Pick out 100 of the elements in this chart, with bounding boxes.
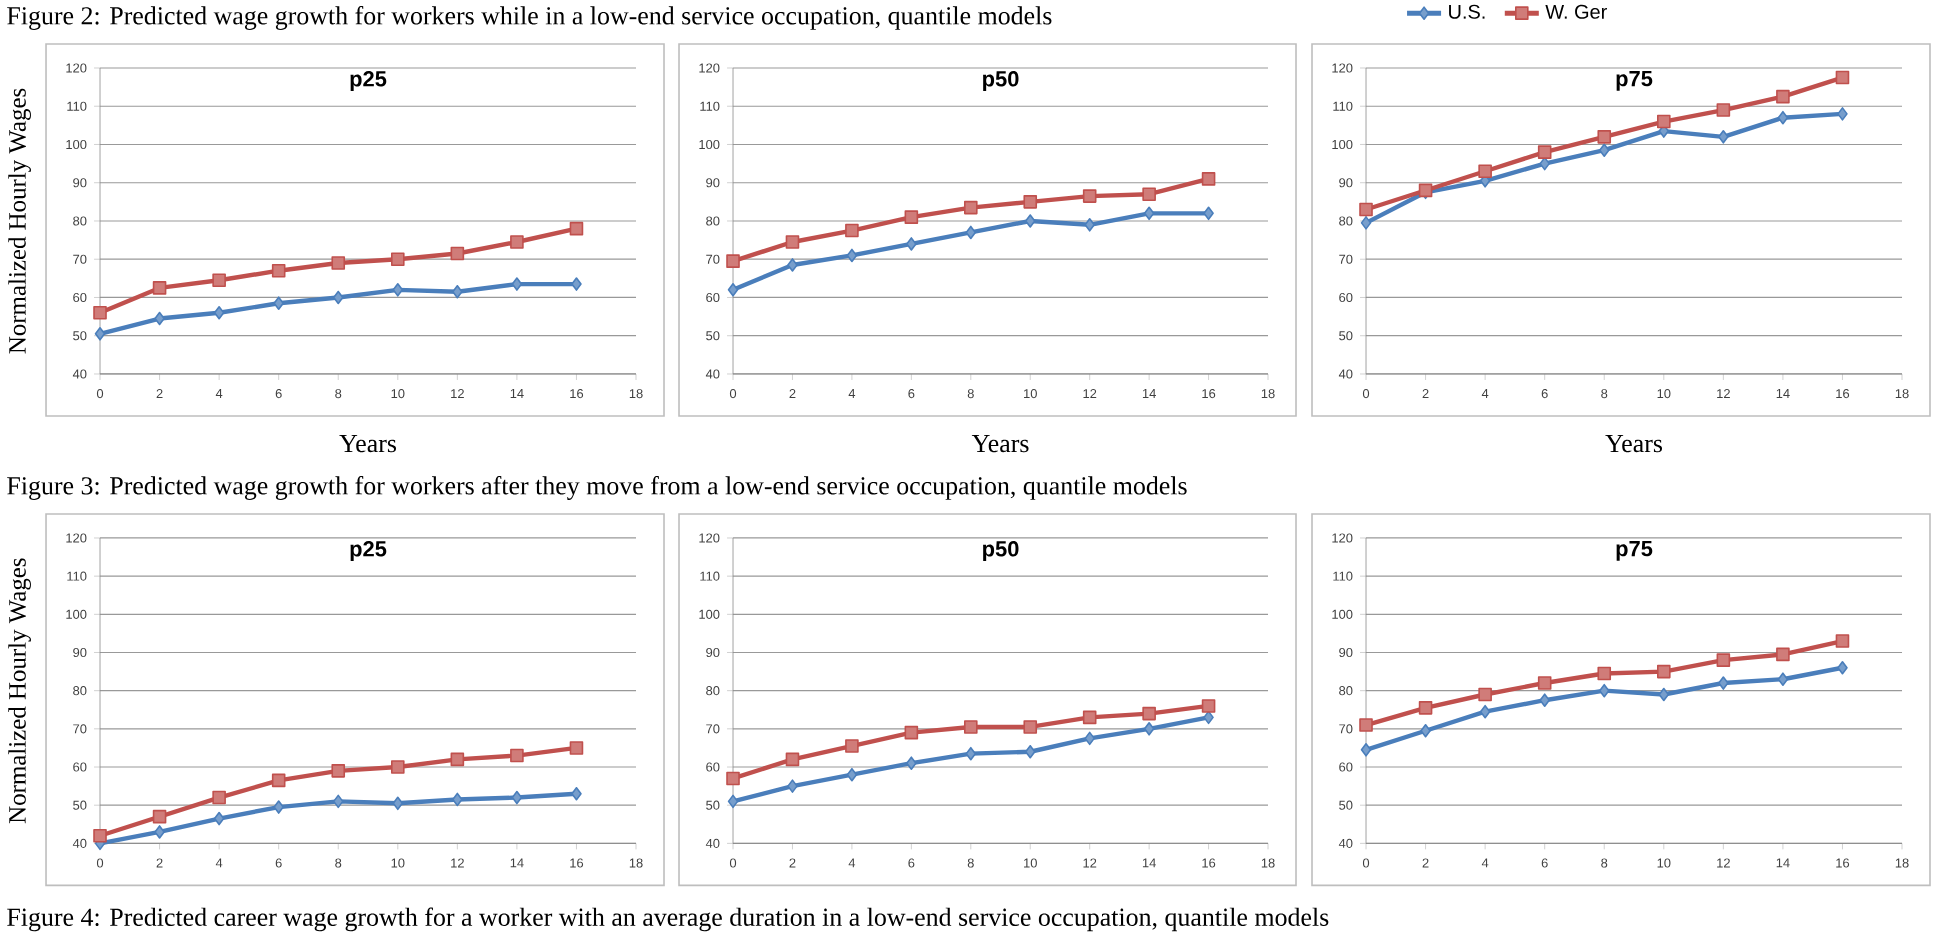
point: [846, 248, 858, 263]
y-axis-title: Normalized Hourly Wages: [8, 88, 31, 354]
point: [452, 284, 463, 299]
point: [1597, 130, 1612, 144]
point: [1718, 676, 1729, 690]
point: [569, 741, 584, 755]
point: [785, 235, 800, 249]
legend-label: U.S.: [1449, 4, 1485, 19]
point: [1837, 660, 1848, 675]
caption: Figure 3: Predicted wage growth for workers after they move from a low-end service occupation, quantile models: [7, 476, 1187, 500]
point: [1837, 107, 1848, 121]
x-axis-title: Years: [339, 435, 397, 453]
point: [1537, 145, 1552, 159]
point: [1024, 214, 1036, 228]
point: [1835, 70, 1850, 85]
point: [1657, 114, 1671, 129]
chart-title: p75: [1616, 541, 1653, 561]
point: [1143, 722, 1155, 736]
point: [1201, 699, 1216, 713]
point: [726, 771, 740, 786]
point: [726, 254, 740, 268]
point: [1776, 89, 1790, 104]
point: [392, 796, 404, 811]
point: [1143, 206, 1155, 221]
point: [1142, 706, 1156, 721]
point: [1598, 683, 1610, 698]
point: [154, 825, 165, 839]
point: [1598, 143, 1610, 158]
point: [213, 811, 225, 826]
point: [845, 223, 859, 238]
point: [1716, 103, 1731, 117]
point: [510, 235, 524, 249]
point: [1201, 172, 1216, 186]
point: [1359, 718, 1373, 732]
chart-title: p50: [983, 541, 1019, 561]
point: [271, 263, 286, 278]
point: [152, 809, 167, 824]
x-axis-title: Years: [971, 435, 1029, 453]
point: [904, 725, 919, 740]
point: [391, 760, 405, 774]
point: [1420, 723, 1431, 738]
caption: Figure 4: Predicted career wage growth for a worker with an average duration in a low-end service occupation, quantile models: [7, 907, 1329, 932]
point: [331, 764, 346, 778]
point: [1023, 720, 1038, 734]
point: [1082, 189, 1097, 203]
point: [1478, 164, 1492, 179]
point: [1203, 710, 1214, 725]
point: [93, 828, 107, 843]
chart-title: p50: [983, 71, 1019, 91]
point: [331, 256, 346, 270]
point: [727, 794, 739, 809]
point: [392, 283, 404, 297]
point: [510, 748, 524, 763]
point: [1597, 666, 1612, 681]
point: [271, 773, 286, 788]
point: [1359, 202, 1373, 217]
point: [906, 756, 917, 770]
point: [1024, 744, 1036, 759]
point: [965, 746, 977, 761]
chart-title: p75: [1616, 71, 1653, 91]
point: [93, 305, 107, 320]
point: [511, 790, 523, 805]
point: [846, 767, 858, 782]
point: [1718, 130, 1729, 144]
point: [1203, 206, 1214, 221]
point: [1082, 710, 1097, 725]
point: [964, 720, 978, 734]
point: [1537, 676, 1552, 690]
point: [1539, 693, 1550, 708]
point: [904, 210, 919, 224]
point: [152, 281, 167, 295]
point: [1835, 634, 1850, 648]
point: [1142, 187, 1156, 202]
point: [787, 779, 798, 793]
point: [94, 327, 106, 341]
point: [273, 296, 284, 311]
point: [1777, 672, 1789, 687]
point: [391, 252, 405, 267]
point: [787, 258, 798, 272]
point: [1777, 110, 1789, 125]
caption: Figure 2: Predicted wage growth for workers while in a low-end service occupation, quantile models: [7, 6, 1052, 30]
point: [1716, 653, 1731, 667]
point: [154, 311, 165, 326]
point: [1418, 701, 1433, 715]
point: [212, 790, 226, 805]
x-axis-title: Years: [1605, 435, 1663, 453]
chart-title: p25: [350, 71, 387, 91]
point: [273, 800, 284, 814]
point: [332, 290, 344, 305]
point: [511, 277, 523, 291]
legend-label: W. Ger: [1545, 4, 1607, 19]
point: [1084, 218, 1095, 232]
point: [727, 283, 739, 297]
point: [332, 794, 344, 809]
point: [452, 792, 463, 807]
point: [1658, 687, 1670, 702]
point: [450, 752, 465, 767]
point: [571, 277, 582, 291]
point: [1657, 664, 1671, 679]
point: [212, 273, 226, 288]
